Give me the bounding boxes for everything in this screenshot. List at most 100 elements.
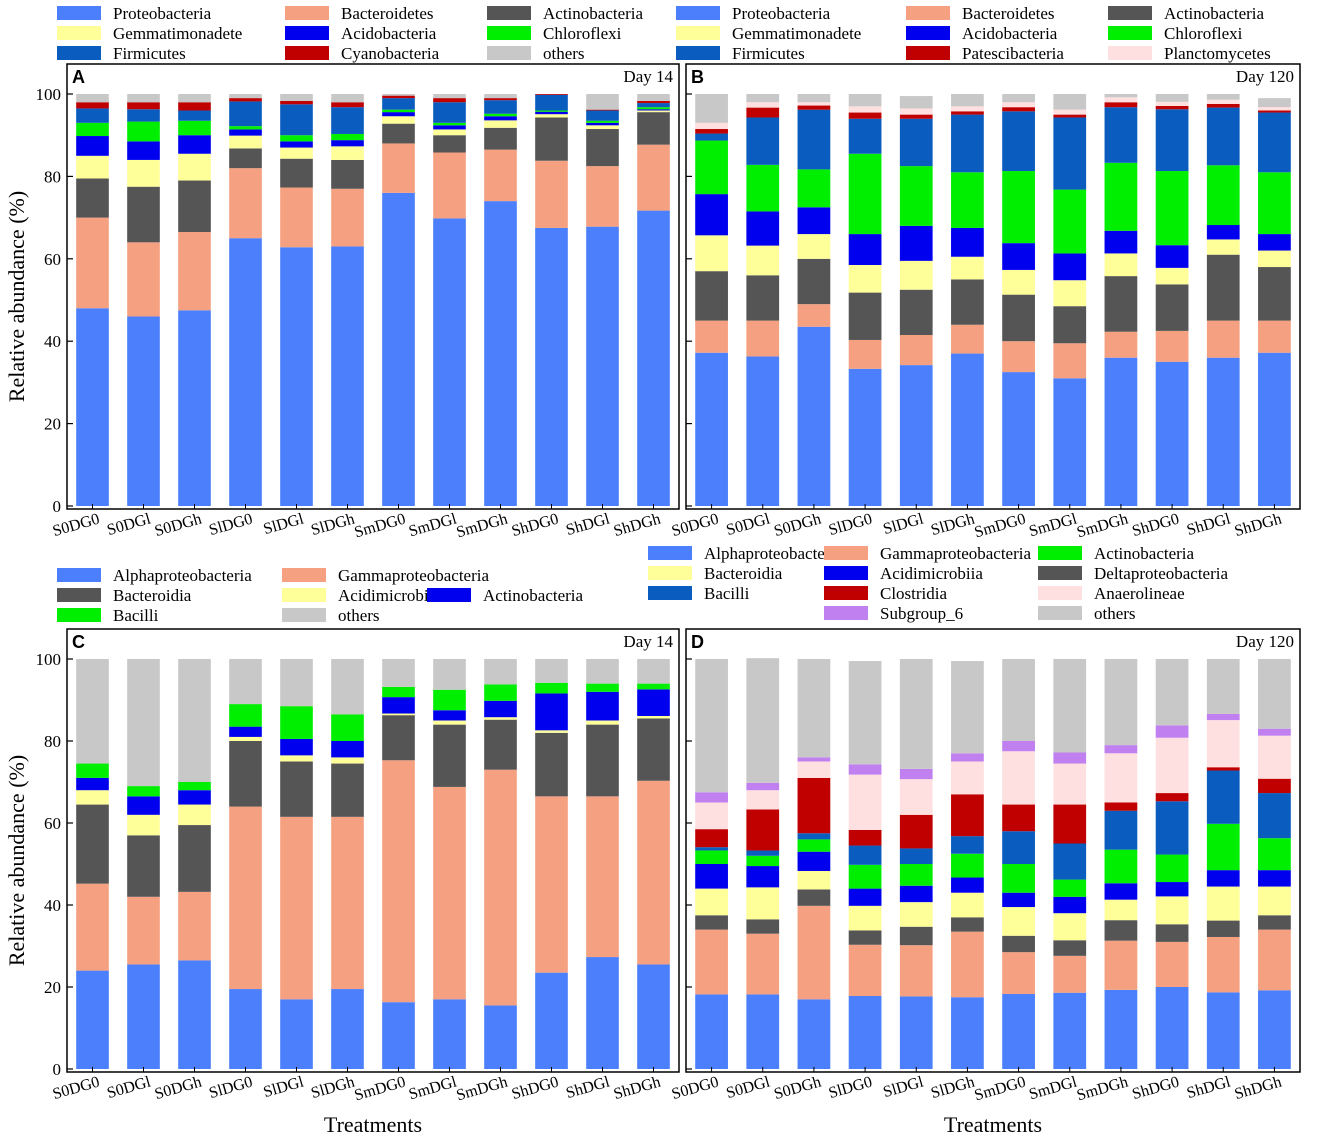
bar-segment-bacteroidia (1053, 913, 1087, 941)
bar-segment-alphaproteobacteria (586, 957, 619, 1069)
bar-segment-bacteroidetes (1206, 320, 1240, 358)
bar-segment-chloroflexi (76, 122, 109, 137)
bar-segment-gemmatimonadete (229, 135, 262, 149)
legend-swatch-bacteroidia (57, 588, 101, 602)
bar-segment-chloroflexi (746, 164, 780, 212)
bar-segment-chloroflexi (586, 120, 619, 123)
bar-segment-acidimicrobiia (127, 814, 160, 836)
legend-label-acidobacteria: Acidobacteria (962, 24, 1058, 43)
bar-segment-subgroup-6 (1002, 741, 1035, 752)
bar-segment-actinobacteria (331, 741, 364, 758)
bar-segment-bacilli (76, 763, 109, 778)
bar-segment-chloroflexi (484, 113, 517, 117)
bar-segment-firmicutes (1104, 107, 1138, 163)
legend-swatch-deltaproteobacteria (1038, 566, 1082, 580)
bar-segment-gemmatimonadete (951, 256, 984, 280)
legend-label-actinobacteria: Actinobacteria (1164, 4, 1265, 23)
bar-segment-alphaproteobacteria (229, 989, 262, 1069)
panel-b-category-label: SlDGl (881, 510, 926, 538)
bar-segment-deltaproteobacteria (746, 919, 780, 934)
bar-segment-cyanobacteria (331, 102, 364, 108)
bar-segment-bacteroidetes (280, 187, 313, 248)
legend-label-gammaproteobacteria: Gammaproteobacteria (880, 544, 1031, 563)
panel-a-day-label: Day 14 (623, 67, 673, 86)
legend-swatch-planctomycetes (1108, 46, 1152, 60)
bar-segment-gammaproteobacteria (695, 929, 728, 995)
bar-segment-alphaproteobacteria (1206, 992, 1240, 1069)
legend-swatch-gemmatimonadete (57, 26, 101, 40)
bar-segment-bacteroidetes (637, 144, 670, 211)
bar-segment-anaerolineae (899, 779, 933, 815)
bar-segment-proteobacteria (127, 316, 160, 506)
bar-segment-planctomycetes (899, 108, 933, 115)
bar-segment-firmicutes (1155, 109, 1189, 172)
bar-segment-actinobacteria (586, 691, 619, 721)
bar-segment-gemmatimonadete (695, 235, 728, 272)
bar-segment-gemmatimonadete (797, 234, 831, 259)
bar-segment-proteobacteria (484, 201, 517, 506)
bar-segment-actinobacteria (951, 853, 984, 878)
bar-segment-firmicutes (695, 133, 728, 141)
bar-segment-bacteroidia (1258, 886, 1291, 916)
bar-segment-bacteroidia (746, 887, 780, 920)
legend-label-patescibacteria: Patescibacteria (962, 44, 1064, 63)
bar-segment-others (1053, 659, 1087, 753)
bar-segment-bacteroidetes (1053, 343, 1087, 379)
bar-segment-acidimicrobiia (1104, 883, 1138, 900)
bar-segment-alphaproteobacteria (280, 999, 313, 1069)
legend-swatch-actinobacteria (487, 6, 531, 20)
bar-segment-bacteroidia (229, 741, 262, 807)
legend-label-others: others (338, 606, 380, 625)
bar-segment-cyanobacteria (535, 94, 568, 95)
bar-segment-chloroflexi (127, 121, 160, 142)
bar-segment-alphaproteobacteria (797, 999, 831, 1069)
bar-segment-clostridia (1104, 802, 1138, 811)
bar-segment-others (1155, 94, 1189, 102)
panel-b-category-label: SlDG0 (827, 511, 874, 540)
bar-segment-gemmatimonadete (382, 116, 415, 124)
bar-segment-bacteroidia (848, 905, 882, 931)
bar-segment-clostridia (1002, 804, 1035, 832)
bar-segment-acidobacteria (951, 227, 984, 257)
bar-segment-others (1002, 94, 1035, 103)
bar-segment-subgroup-6 (1104, 745, 1138, 754)
legend-label-bacilli: Bacilli (704, 584, 750, 603)
bar-segment-acidobacteria (695, 194, 728, 236)
panel-a-ytick-label: 0 (53, 497, 62, 516)
legend-label-alphaproteobacteria: Alphaproteobacteria (704, 544, 843, 563)
legend-label-actinobacteria: Actinobacteria (483, 586, 584, 605)
bar-segment-clostridia (1258, 778, 1291, 794)
legend-swatch-proteobacteria (676, 6, 720, 20)
bar-segment-bacteroidia (76, 804, 109, 884)
bar-segment-others (280, 94, 313, 102)
bar-segment-deltaproteobacteria (1053, 940, 1087, 956)
legend-label-clostridia: Clostridia (880, 584, 948, 603)
bar-segment-bacteroidetes (1104, 331, 1138, 358)
panel-d-category-label: SmDGh (1075, 1074, 1130, 1105)
bar-segment-actinobacteria (1053, 306, 1087, 344)
panel-b-category-label: SlDGh (929, 511, 976, 540)
bar-segment-acidobacteria (1053, 253, 1087, 281)
bar-segment-bacilli (433, 689, 466, 711)
legend-swatch-firmicutes (676, 46, 720, 60)
bar-segment-deltaproteobacteria (1155, 924, 1189, 942)
legend-label-proteobacteria: Proteobacteria (113, 4, 212, 23)
panel-c-ytick-label: 60 (44, 814, 61, 833)
bar-segment-gammaproteobacteria (586, 796, 619, 958)
bar-segment-bacilli (848, 845, 882, 865)
bar-segment-gemmatimonadete (433, 129, 466, 136)
bar-segment-actinobacteria (1155, 854, 1189, 883)
bar-segment-others (1258, 659, 1291, 729)
bar-segment-actinobacteria (433, 710, 466, 721)
bar-segment-bacteroidetes (899, 335, 933, 366)
bar-segment-proteobacteria (331, 246, 364, 506)
bar-segment-planctomycetes (1002, 102, 1035, 108)
bar-segment-proteobacteria (382, 192, 415, 506)
bar-segment-gemmatimonadete (1155, 267, 1189, 285)
bar-segment-bacteroidetes (1258, 320, 1291, 353)
bar-segment-proteobacteria (1155, 361, 1189, 506)
legend-swatch-acidobacteria (906, 26, 950, 40)
bar-segment-gammaproteobacteria (127, 896, 160, 965)
bar-segment-others (797, 94, 831, 103)
legend-label-firmicutes: Firmicutes (113, 44, 186, 63)
